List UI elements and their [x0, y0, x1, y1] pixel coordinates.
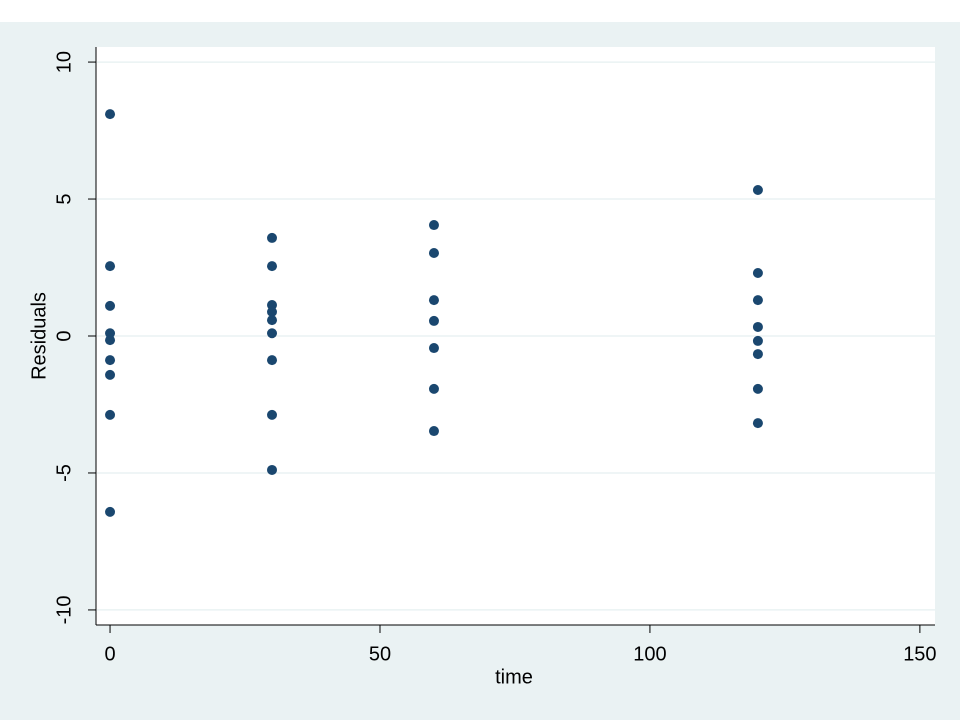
point: [752, 383, 763, 394]
x-tick-label: 0: [104, 643, 115, 665]
point: [752, 349, 763, 360]
point: [267, 355, 278, 366]
x-tick-label: 50: [369, 643, 391, 665]
x-tick-label: 100: [633, 643, 666, 665]
point: [105, 335, 116, 346]
point: [267, 328, 278, 339]
point: [267, 261, 278, 272]
point: [428, 315, 439, 326]
point: [752, 184, 763, 195]
point: [752, 267, 763, 278]
point: [267, 409, 278, 420]
x-axis-title: time: [495, 666, 533, 688]
point: [105, 328, 116, 339]
point: [428, 295, 439, 306]
point: [105, 355, 116, 366]
point: [752, 321, 763, 332]
point: [105, 300, 116, 311]
y-tick-label: 0: [53, 330, 75, 341]
y-tick-label: -5: [53, 464, 75, 482]
point: [428, 383, 439, 394]
point: [105, 506, 116, 517]
point: [428, 247, 439, 258]
y-tick-label: 10: [53, 51, 75, 73]
point: [428, 343, 439, 354]
y-axis-title: Residuals: [28, 292, 50, 380]
point: [267, 300, 278, 311]
point: [752, 335, 763, 346]
point: [267, 464, 278, 475]
x-tick-label: 150: [903, 643, 936, 665]
point: [752, 295, 763, 306]
y-tick-label: 5: [53, 193, 75, 204]
point: [105, 369, 116, 380]
point: [105, 261, 116, 272]
point: [105, 409, 116, 420]
point: [105, 109, 116, 120]
point: [752, 418, 763, 429]
point: [267, 306, 278, 317]
y-tick-label: -10: [53, 595, 75, 624]
point: [428, 426, 439, 437]
point: [267, 232, 278, 243]
point: [267, 315, 278, 326]
point: [428, 220, 439, 231]
